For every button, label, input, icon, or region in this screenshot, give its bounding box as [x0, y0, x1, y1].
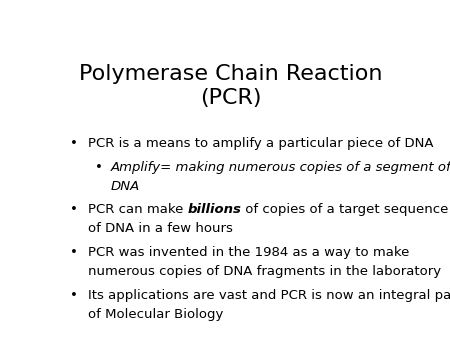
Text: Amplify= making numerous copies of a segment of: Amplify= making numerous copies of a seg… — [110, 161, 450, 174]
Text: PCR can make: PCR can make — [88, 203, 187, 216]
Text: Its applications are vast and PCR is now an integral part: Its applications are vast and PCR is now… — [88, 289, 450, 302]
Text: •: • — [70, 203, 78, 216]
Text: Polymerase Chain Reaction
(PCR): Polymerase Chain Reaction (PCR) — [79, 64, 382, 108]
Text: •: • — [70, 137, 78, 150]
Text: of Molecular Biology: of Molecular Biology — [88, 308, 223, 321]
Text: numerous copies of DNA fragments in the laboratory: numerous copies of DNA fragments in the … — [88, 265, 441, 278]
Text: •: • — [70, 246, 78, 259]
Text: DNA: DNA — [110, 179, 140, 193]
Text: •: • — [94, 161, 103, 174]
Text: PCR is a means to amplify a particular piece of DNA: PCR is a means to amplify a particular p… — [88, 137, 433, 150]
Text: •: • — [70, 289, 78, 302]
Text: of DNA in a few hours: of DNA in a few hours — [88, 222, 233, 235]
Text: billions: billions — [187, 203, 241, 216]
Text: of copies of a target sequence: of copies of a target sequence — [241, 203, 449, 216]
Text: PCR was invented in the 1984 as a way to make: PCR was invented in the 1984 as a way to… — [88, 246, 409, 259]
